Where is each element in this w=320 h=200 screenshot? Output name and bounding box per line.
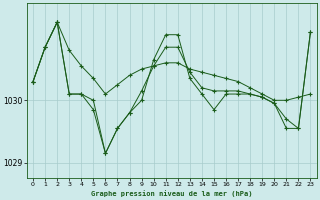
X-axis label: Graphe pression niveau de la mer (hPa): Graphe pression niveau de la mer (hPa) (91, 190, 252, 197)
